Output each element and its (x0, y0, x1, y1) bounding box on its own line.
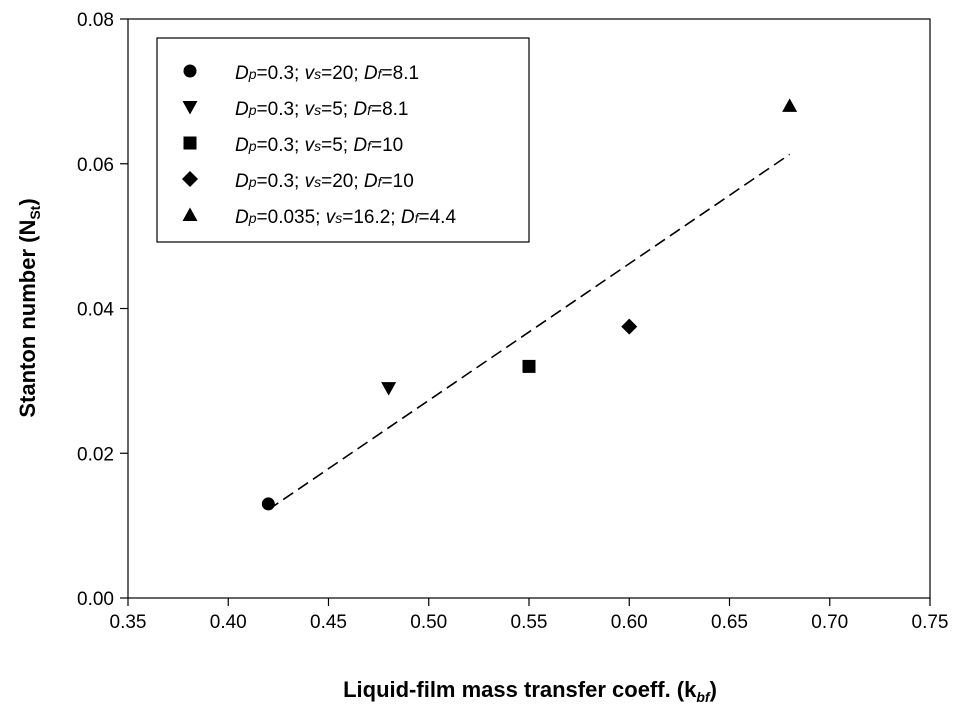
legend-entry-text: s (335, 210, 342, 226)
y-tick-label: 0.08 (77, 10, 114, 31)
y-axis-title-close: ) (15, 198, 40, 205)
x-tick-label: 0.60 (611, 612, 648, 633)
legend-entry-text: =0.3; (257, 63, 305, 84)
legend-entry-text: p (248, 138, 257, 154)
legend-entry-text: p (248, 174, 257, 190)
legend-entry-text: =8.1 (382, 63, 420, 84)
y-tick-label: 0.00 (77, 589, 114, 610)
legend-entry-text: =16.2; (342, 207, 401, 228)
legend-entry-text: D (235, 135, 249, 156)
legend-entry-text: v (305, 135, 316, 156)
data-point-series-5 (782, 98, 798, 112)
y-tick-label: 0.04 (77, 300, 114, 321)
legend-entry-text: p (248, 102, 257, 118)
legend-entry-text: p (248, 66, 257, 82)
legend-entry-text: =0.3; (257, 99, 305, 120)
legend-entry-text: =20; (321, 171, 364, 192)
legend-box (156, 37, 530, 243)
legend-entry-text: =0.035; (257, 207, 326, 228)
y-axis-title-sub: St (27, 205, 43, 219)
legend-entry-text: D (353, 135, 367, 156)
data-point-series-4 (621, 318, 638, 335)
legend-entry-text: =8.1 (371, 99, 409, 120)
legend-entry-text: f (378, 66, 384, 82)
legend-entry-text: D (364, 171, 378, 192)
data-point-series-2 (381, 382, 397, 396)
legend-entry-text: v (305, 63, 316, 84)
y-axis-title: Stanton number (NSt) (15, 198, 43, 417)
x-tick-label: 0.65 (711, 612, 748, 633)
legend-entry-text: s (314, 102, 321, 118)
legend-entry-3: Dp=0.3; vs=5; Df=10 (235, 135, 403, 156)
x-tick-label: 0.40 (210, 612, 247, 633)
legend-entry-4: Dp=0.3; vs=20; Df=10 (235, 171, 414, 192)
legend-entry-text: D (353, 99, 367, 120)
legend-entry-text: =20; (321, 63, 364, 84)
legend-entry-text: =0.3; (257, 135, 305, 156)
fit-line (267, 153, 791, 511)
legend-entry-text: s (314, 66, 321, 82)
x-tick-label: 0.75 (912, 612, 949, 633)
legend-entry-text: v (305, 99, 316, 120)
legend-entry-text: =5; (321, 99, 353, 120)
legend-entry-text: f (367, 102, 373, 118)
x-axis-title-main: Liquid-film mass transfer coeff. (k (343, 677, 697, 702)
legend-entry-text: =4.4 (419, 207, 457, 228)
legend-entry-text: s (314, 138, 321, 154)
y-axis-title-main: Stanton number (N (15, 220, 40, 418)
legend-entry-text: D (235, 99, 249, 120)
legend-entry-text: f (367, 138, 373, 154)
legend-marker-2 (182, 101, 198, 115)
legend-entry-text: v (326, 207, 337, 228)
legend-entry-text: f (415, 210, 421, 226)
x-tick-label: 0.50 (410, 612, 447, 633)
x-axis-title-sub: bf (696, 689, 711, 705)
legend-marker-3 (183, 136, 197, 150)
legend-marker-1 (183, 64, 197, 78)
legend-entry-text: D (235, 207, 249, 228)
legend-entry-text: v (305, 171, 316, 192)
legend-entry-text: =0.3; (257, 171, 305, 192)
legend-marker-4 (182, 171, 198, 187)
x-axis-title-close: ) (710, 677, 717, 702)
legend-entry-text: f (378, 174, 384, 190)
x-tick-label: 0.45 (310, 612, 347, 633)
x-axis-title: Liquid-film mass transfer coeff. (kbf) (343, 677, 717, 705)
legend-entry-text: D (364, 63, 378, 84)
legend-entry-text: =10 (371, 135, 403, 156)
x-tick-label: 0.70 (811, 612, 848, 633)
legend-entry-text: =5; (321, 135, 353, 156)
legend-entry-text: p (248, 210, 257, 226)
legend-entry-text: s (314, 174, 321, 190)
legend-entry-text: =10 (382, 171, 414, 192)
data-point-series-1 (261, 497, 275, 511)
legend-entry-2: Dp=0.3; vs=5; Df=8.1 (235, 99, 408, 120)
legend-entry-text: D (235, 171, 249, 192)
legend-entry-text: D (235, 63, 249, 84)
y-tick-label: 0.06 (77, 155, 114, 176)
legend-entry-text: D (401, 207, 415, 228)
legend-marker-5 (182, 207, 198, 221)
data-point-series-3 (522, 359, 536, 373)
x-tick-label: 0.35 (110, 612, 147, 633)
legend-entry-5: Dp=0.035; vs=16.2; Df=4.4 (235, 207, 456, 228)
legend-entry-1: Dp=0.3; vs=20; Df=8.1 (235, 63, 419, 84)
x-tick-label: 0.55 (511, 612, 548, 633)
y-tick-label: 0.02 (77, 444, 114, 465)
